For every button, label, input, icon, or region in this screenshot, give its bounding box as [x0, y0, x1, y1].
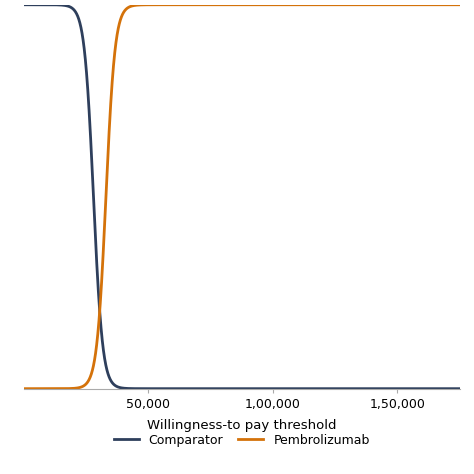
Comparator: [21, 2, 27, 8]
Pembrolizumab: [192, 2, 198, 8]
Pembrolizumab: [290, 2, 296, 8]
Pembrolizumab: [102, 210, 108, 216]
Comparator: [192, 386, 198, 392]
Line: Pembrolizumab: Pembrolizumab: [24, 5, 472, 389]
Pembrolizumab: [313, 2, 319, 8]
Comparator: [102, 359, 108, 365]
Pembrolizumab: [270, 2, 275, 8]
Comparator: [390, 386, 395, 392]
Comparator: [312, 386, 318, 392]
Comparator: [290, 386, 296, 392]
Pembrolizumab: [469, 2, 474, 8]
X-axis label: Willingness-to pay threshold: Willingness-to pay threshold: [147, 419, 337, 432]
Pembrolizumab: [356, 2, 361, 8]
Comparator: [356, 386, 361, 392]
Legend: Comparator, Pembrolizumab: Comparator, Pembrolizumab: [109, 428, 375, 452]
Pembrolizumab: [390, 2, 395, 8]
Line: Comparator: Comparator: [24, 5, 472, 389]
Comparator: [469, 386, 474, 392]
Pembrolizumab: [21, 386, 27, 392]
